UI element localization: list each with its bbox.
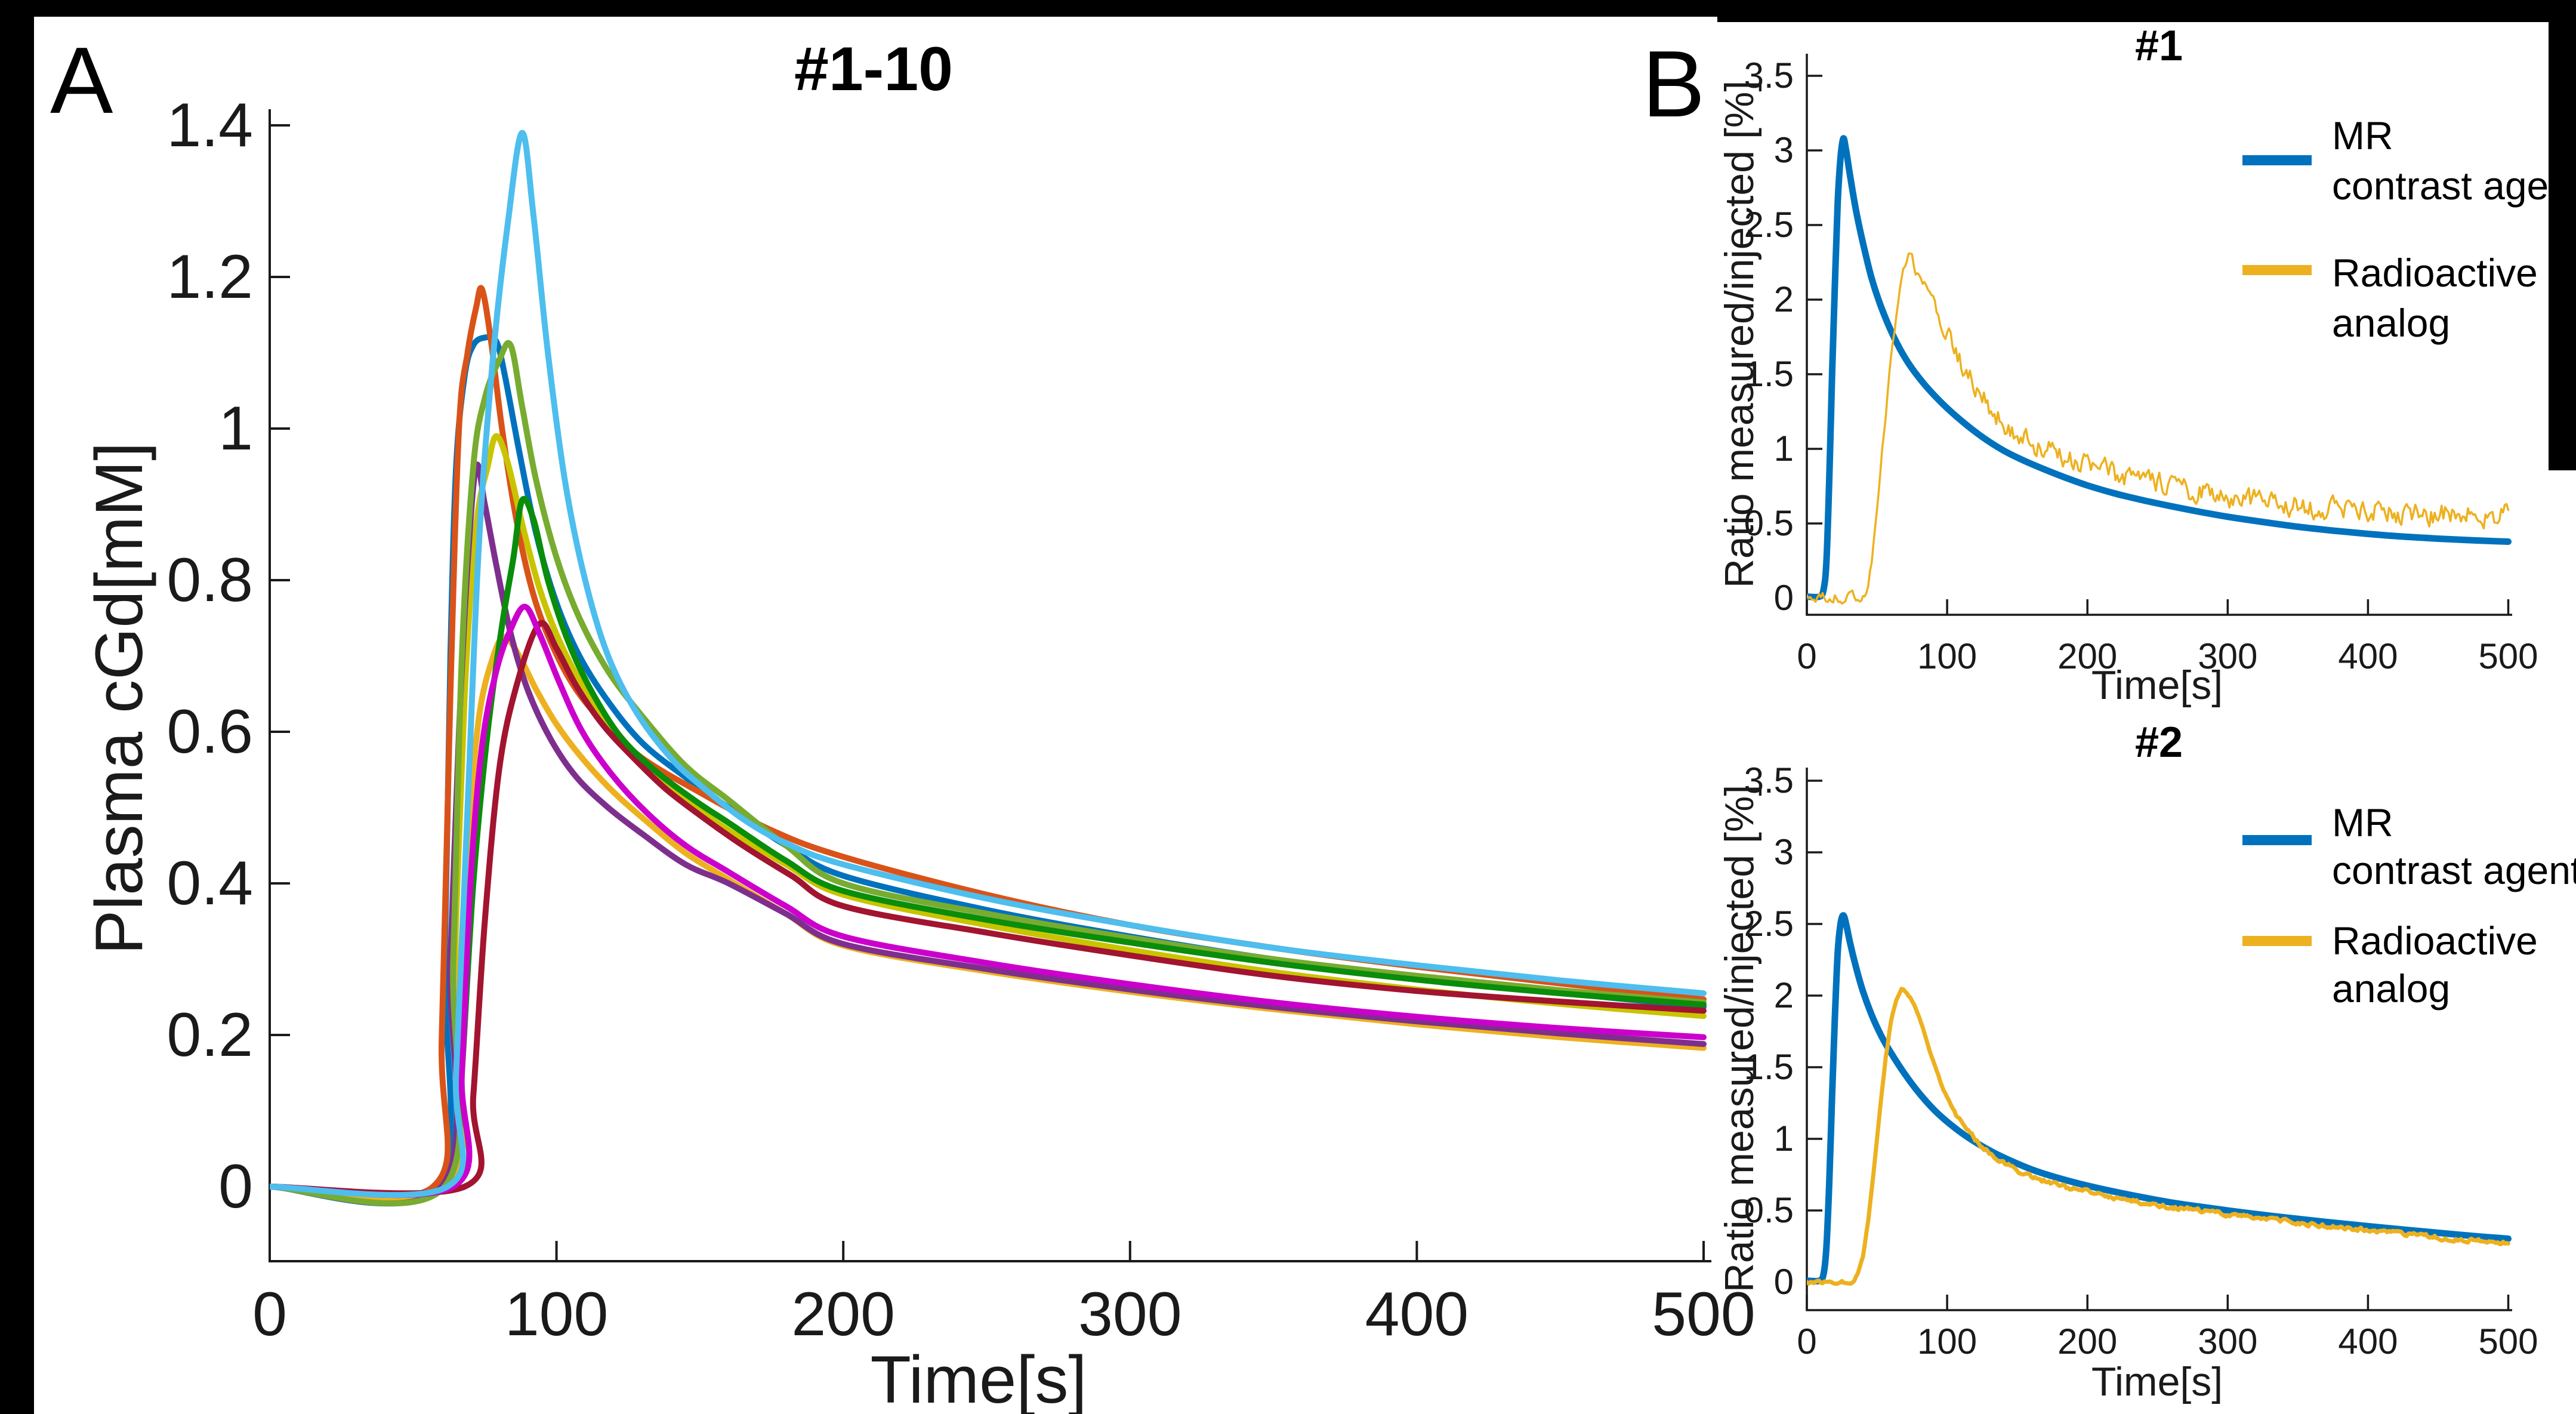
legend-swatch-radioactive-analog [2242, 265, 2312, 275]
panel-b-right-border-bar [2549, 0, 2576, 470]
panel-B1-y-tick-label: 3.5 [1744, 55, 1794, 96]
panel-A-x-tick-label: 300 [1078, 1280, 1182, 1349]
panel-B2-y-tick-label: 1.5 [1744, 1046, 1794, 1087]
panel-B2-x-tick-label: 400 [2338, 1321, 2398, 1361]
legend-label-analog: analog [2332, 966, 2451, 1011]
panel-a-xlabel: Time[s] [870, 1342, 1087, 1414]
panel-A-series--6 [270, 620, 1707, 1197]
panel-b2-title: #2 [2134, 719, 2183, 766]
panel-B2-series-radioactive-analog [1807, 987, 2510, 1286]
legend-label-mr: MR [2332, 800, 2393, 845]
panel-A-series--7 [270, 340, 1707, 1207]
legend-swatch-radioactive-analog [2242, 936, 2312, 946]
panel-A-x-tick-label: 500 [1652, 1280, 1756, 1349]
panel-b-top-border-bar [1717, 0, 2576, 22]
panel-B2-y-tick-label: 2 [1773, 975, 1794, 1015]
panel-B1-y-tick-label: 2.5 [1744, 204, 1794, 245]
panel-A-y-tick-label: 0.2 [166, 1000, 253, 1070]
panel-a-label: A [50, 28, 113, 133]
legend-swatch-mr-contrast-agent [2242, 835, 2312, 845]
legend-label-analog: analog [2332, 301, 2451, 345]
panel-B1-x-tick-label: 100 [1917, 636, 1977, 676]
panel-A-y-tick-label: 0 [218, 1151, 253, 1221]
panel-A-y-tick-label: 0.8 [166, 545, 253, 615]
panel-B1-x-tick-label: 0 [1797, 636, 1817, 676]
panel-A-y-tick-label: 1.2 [166, 242, 253, 312]
panel-B1-x-tick-label: 200 [2057, 636, 2118, 676]
panel-B2-y-tick-label: 0.5 [1744, 1190, 1794, 1230]
panel-b-label: B [1642, 32, 1705, 137]
panel-B2-x-tick-label: 100 [1917, 1321, 1977, 1361]
panel-A-x-tick-label: 400 [1365, 1280, 1469, 1349]
panel-B1-y-tick-label: 1.5 [1744, 353, 1794, 394]
panel-A-series--8 [270, 496, 1707, 1199]
panel-B1-series-mr-contrast-agent [1807, 135, 2512, 600]
legend-label-mr: MR [2332, 113, 2393, 158]
panel-b2-xlabel: Time[s] [2091, 1359, 2223, 1404]
panel-A-series--9 [270, 603, 1707, 1199]
panel-B1-y-tick-label: 0 [1773, 577, 1794, 618]
left-border-bar [0, 0, 34, 1414]
panel-B1-y-tick-label: 2 [1773, 279, 1794, 319]
panel-B2-y-tick-label: 2.5 [1744, 903, 1794, 944]
panel-A-series--10 [270, 130, 1707, 1199]
panel-b1-title: #1 [2134, 22, 2183, 70]
panel-B2-y-tick-label: 1 [1773, 1118, 1794, 1159]
panel-B1-x-tick-label: 500 [2478, 636, 2538, 676]
panel-B2-x-tick-label: 300 [2198, 1321, 2258, 1361]
panel-A-y-tick-label: 0.6 [166, 697, 253, 766]
panel-A-x-tick-label: 200 [791, 1280, 895, 1349]
panel-B1-y-tick-label: 1 [1773, 428, 1794, 469]
legend-swatch-mr-contrast-agent [2242, 155, 2312, 165]
panel-a-title: #1-10 [794, 35, 953, 104]
panel-A-series--3 [270, 433, 1707, 1204]
panel-A-y-tick-label: 1 [218, 393, 253, 463]
legend-label-contrast-agent: contrast agent [2332, 848, 2576, 892]
legend-label-radioactive: Radioactive [2332, 251, 2538, 295]
legend-label-radioactive: Radioactive [2332, 919, 2538, 963]
panel-B1-series-radioactive-analog [1807, 252, 2510, 605]
panel-B2-x-tick-label: 500 [2478, 1321, 2538, 1361]
panel-B1-y-tick-label: 3 [1773, 130, 1794, 170]
panel-b1-xlabel: Time[s] [2091, 663, 2223, 708]
panel-B2-y-tick-label: 0 [1773, 1261, 1794, 1302]
panel-B2-y-tick-label: 3 [1773, 831, 1794, 872]
panel-B2-x-tick-label: 0 [1797, 1321, 1817, 1361]
panel-B2-y-tick-label: 3.5 [1744, 760, 1794, 800]
panel-A-series--5 [270, 461, 1707, 1207]
panel-A-x-tick-label: 0 [252, 1280, 287, 1349]
panel-B2-x-tick-label: 200 [2057, 1321, 2118, 1361]
panel-B1-x-tick-label: 300 [2198, 636, 2258, 676]
panel-A-y-tick-label: 0.4 [166, 848, 253, 918]
panel-A-y-tick-label: 1.4 [166, 90, 253, 160]
panel-A-x-tick-label: 100 [504, 1280, 609, 1349]
panel-B1-x-tick-label: 400 [2338, 636, 2398, 676]
panel-B1-y-tick-label: 0.5 [1744, 503, 1794, 543]
legend-label-contrast-agent: contrast agent [2332, 164, 2576, 208]
